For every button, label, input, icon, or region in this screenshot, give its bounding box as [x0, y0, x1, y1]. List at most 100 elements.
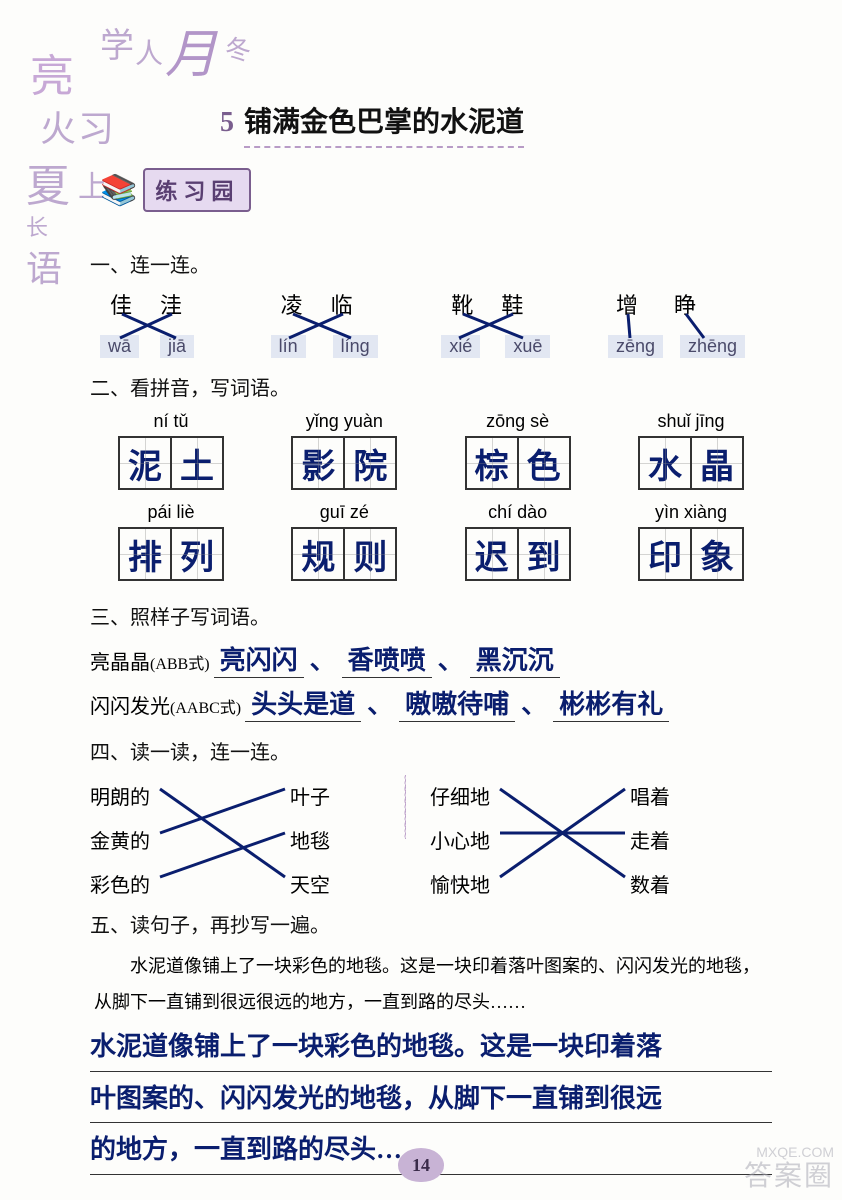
s1-lines	[612, 288, 762, 358]
s2-char-box: 院	[343, 436, 397, 490]
s2-char-box: 印	[638, 527, 692, 581]
s2-group: pái liè 排列	[96, 502, 246, 581]
section5-title: 五、读句子，再抄写一遍。	[90, 909, 772, 938]
section4-body: 明朗的金黄的彩色的叶子地毯天空 ﹏﹏﹏﹏﹏ 仔细地小心地愉快地唱着走着数着	[90, 775, 772, 895]
s5-answer-line: 水泥道像铺上了一块彩色的地毯。这是一块印着落	[90, 1026, 772, 1072]
s2-pinyin: yǐng yuàn	[269, 411, 419, 432]
s2-char-box: 则	[343, 527, 397, 581]
s1-lines	[441, 288, 591, 358]
s2-char-box: 水	[638, 436, 692, 490]
s2-char-box: 棕	[465, 436, 519, 490]
s1-group: 靴鞋xiéxuē	[441, 288, 591, 358]
books-icon: 📚	[100, 173, 137, 208]
section1-title: 一、连一连。	[90, 249, 772, 278]
s2-boxes: 影院	[269, 436, 419, 490]
s2-char-box: 排	[118, 527, 172, 581]
s4-lines	[430, 775, 730, 895]
s2-char-box: 到	[517, 527, 571, 581]
lesson-number: 5	[220, 107, 234, 139]
separator: 、	[367, 684, 393, 721]
section1-row: 佳洼wājiā 凌临línlíng 靴鞋xiéxuē 增睁zēngzhēng	[100, 288, 762, 358]
s2-char-box: 土	[170, 436, 224, 490]
practice-badge: 📚 练习园	[100, 168, 251, 212]
s2-boxes: 水晶	[616, 436, 766, 490]
s2-boxes: 排列	[96, 527, 246, 581]
s2-group: zōng sè 棕色	[443, 411, 593, 490]
watermark-text: 答案圈	[744, 1154, 834, 1194]
s1-lines	[100, 288, 250, 358]
s5-answer-line: 叶图案的、闪闪发光的地毯，从脚下一直铺到很远	[90, 1078, 772, 1124]
s2-boxes: 印象	[616, 527, 766, 581]
s3-answer: 黑沉沉	[470, 640, 560, 678]
content-area: 一、连一连。 佳洼wājiā 凌临línlíng 靴鞋xiéxuē 增睁zēngzhē…	[90, 235, 772, 1181]
s2-pinyin: ní tǔ	[96, 411, 246, 432]
s3-line: 亮晶晶(ABB式)亮闪闪、香喷喷、黑沉沉	[90, 640, 772, 678]
bg-char: 冬	[225, 30, 251, 67]
s2-char-box: 影	[291, 436, 345, 490]
s3-answer: 头头是道	[245, 684, 361, 722]
s2-boxes: 泥土	[96, 436, 246, 490]
section2-row1: ní tǔ 泥土 yǐng yuàn 影院 zōng sè 棕色 shuǐ jīng 水晶	[96, 411, 766, 496]
s2-char-box: 色	[517, 436, 571, 490]
practice-label: 练习园	[143, 168, 251, 212]
s1-lines	[271, 288, 421, 358]
section4-right: 仔细地小心地愉快地唱着走着数着	[430, 775, 730, 895]
bg-char: 火	[40, 100, 76, 152]
s2-group: chí dào迟到	[443, 502, 593, 581]
s3-answer: 嗷嗷待哺	[399, 684, 515, 722]
s2-pinyin: zōng sè	[443, 411, 593, 432]
lesson-header: 5 铺满金色巴掌的水泥道	[220, 100, 524, 148]
s2-boxes: 迟到	[443, 527, 593, 581]
separator: 、	[438, 640, 464, 677]
s1-group: 凌临línlíng	[271, 288, 421, 358]
s3-example: 闪闪发光	[90, 690, 170, 719]
s3-answer: 彬彬有礼	[553, 684, 669, 722]
bg-char: 长	[26, 210, 48, 242]
bg-char: 夏	[26, 150, 70, 214]
bg-char: 人	[135, 32, 163, 72]
s3-answer: 香喷喷	[342, 640, 432, 678]
s3-line: 闪闪发光(AABC式)头头是道、嗷嗷待哺、彬彬有礼	[90, 684, 772, 722]
bg-char: 学	[100, 18, 134, 67]
s3-answer: 亮闪闪	[214, 640, 304, 678]
background-characters: 亮学人月冬火习夏上长语	[20, 10, 220, 270]
s3-type: (ABB式)	[150, 650, 210, 674]
s3-example: 亮晶晶	[90, 646, 150, 675]
s2-char-box: 迟	[465, 527, 519, 581]
section2-title: 二、看拼音，写词语。	[90, 372, 772, 401]
section4-left: 明朗的金黄的彩色的叶子地毯天空	[90, 775, 390, 895]
s2-pinyin: pái liè	[96, 502, 246, 523]
s1-group: 佳洼wājiā	[100, 288, 250, 358]
section3-body: 亮晶晶(ABB式)亮闪闪、香喷喷、黑沉沉闪闪发光(AABC式)头头是道、嗷嗷待哺…	[90, 640, 772, 722]
s2-char-box: 规	[291, 527, 345, 581]
s2-char-box: 晶	[690, 436, 744, 490]
page-number: 14	[398, 1148, 444, 1182]
s2-pinyin: shuǐ jīng	[616, 411, 766, 432]
bg-char: 语	[26, 240, 62, 292]
s2-boxes: 规则	[269, 527, 419, 581]
section4-title: 四、读一读，连一连。	[90, 736, 772, 765]
s2-group: ní tǔ 泥土	[96, 411, 246, 490]
s2-group: guī zé 规则	[269, 502, 419, 581]
section4-divider: ﹏﹏﹏﹏﹏	[390, 775, 430, 835]
bg-char: 习	[78, 100, 114, 152]
s2-char-box: 列	[170, 527, 224, 581]
s4-lines	[90, 775, 390, 895]
section5-source-text: 水泥道像铺上了一块彩色的地毯。这是一块印着落叶图案的、闪闪发光的地毯，从脚下一直…	[94, 948, 768, 1020]
section2-row2: pái liè 排列 guī zé 规则 chí dào迟到 yìn xiàng 印象	[96, 502, 766, 587]
separator: 、	[521, 684, 547, 721]
s2-group: yìn xiàng 印象	[616, 502, 766, 581]
s2-group: yǐng yuàn 影院	[269, 411, 419, 490]
lesson-title: 铺满金色巴掌的水泥道	[244, 100, 524, 148]
s2-pinyin: guī zé	[269, 502, 419, 523]
bg-char: 月	[165, 12, 217, 87]
section3-title: 三、照样子写词语。	[90, 601, 772, 630]
bg-char: 亮	[30, 40, 74, 104]
s3-type: (AABC式)	[170, 694, 241, 718]
s2-pinyin: yìn xiàng	[616, 502, 766, 523]
s2-char-box: 泥	[118, 436, 172, 490]
s1-group: 增睁zēngzhēng	[612, 288, 762, 358]
s2-boxes: 棕色	[443, 436, 593, 490]
separator: 、	[310, 640, 336, 677]
s2-group: shuǐ jīng 水晶	[616, 411, 766, 490]
